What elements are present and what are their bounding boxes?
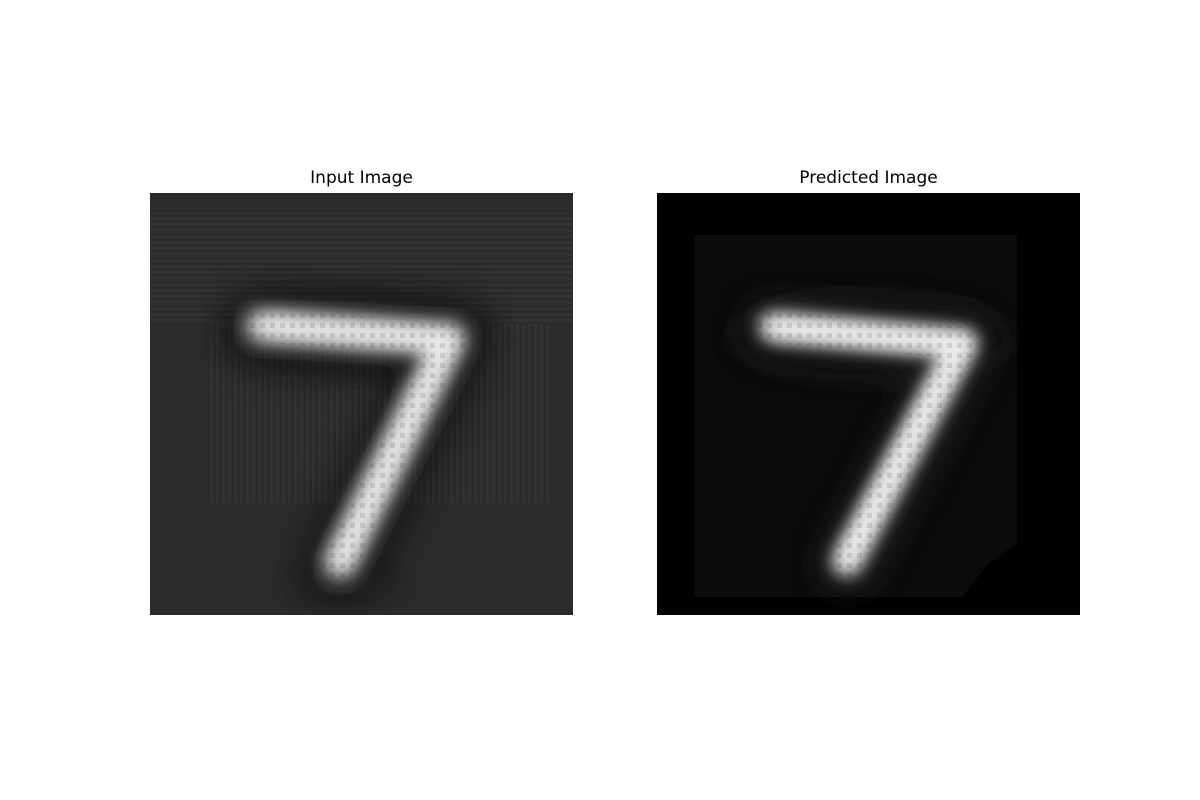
input-image [150,193,573,615]
predicted-image [657,193,1080,615]
input-image-title: Input Image [310,168,413,188]
predicted-image-title: Predicted Image [799,168,938,188]
